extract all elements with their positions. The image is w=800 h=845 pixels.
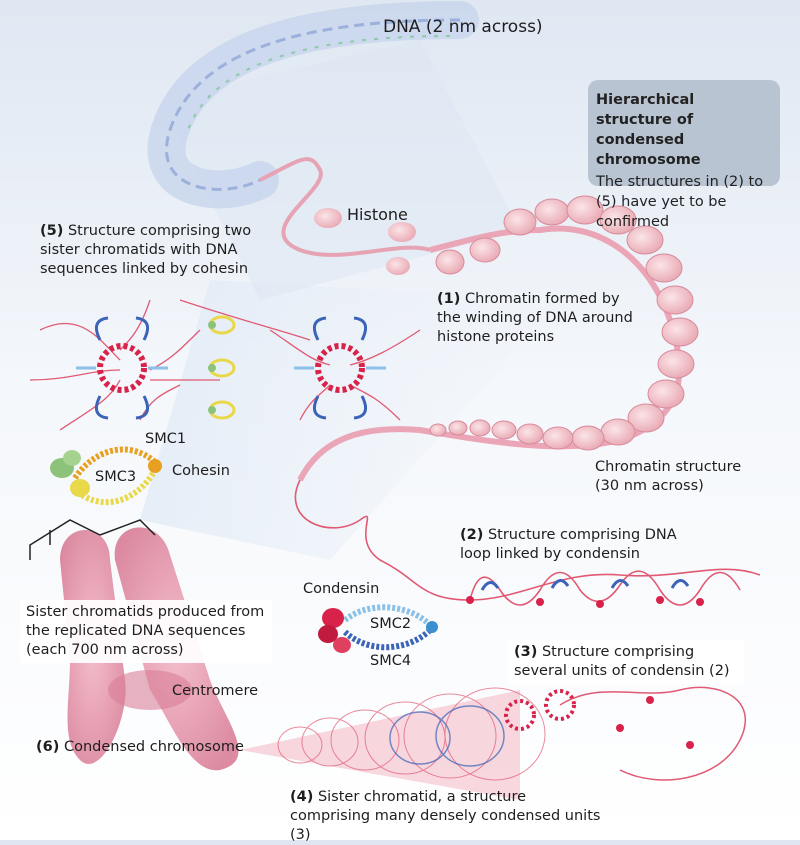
label-6: (6) Condensed chromosome (36, 738, 244, 757)
label-3-number: (3) (514, 644, 537, 660)
label-4-number: (4) (290, 789, 313, 805)
label-5-text: Structure comprising two sister chromati… (40, 223, 251, 277)
histone-label: Histone (347, 205, 408, 224)
smc3-label: SMC3 (95, 468, 136, 487)
centromere-label: Centromere (172, 682, 258, 701)
label-3: (3) Structure comprising several units o… (508, 640, 744, 684)
info-box-title: Hierarchical structure of condensed chro… (596, 90, 772, 170)
label-2: (2) Structure comprising DNA loop linked… (460, 526, 680, 564)
label-1: (1) Chromatin formed by the winding of D… (437, 290, 647, 347)
smc1-label: SMC1 (145, 430, 186, 449)
label-2-text: Structure comprising DNA loop linked by … (460, 527, 677, 562)
label-6-number: (6) (36, 739, 59, 755)
sister-chromatids-label: Sister chromatids produced from the repl… (20, 600, 272, 663)
label-4-text: Sister chromatid, a structure comprising… (290, 789, 600, 843)
smc4-label: SMC4 (370, 652, 411, 671)
info-box: Hierarchical structure of condensed chro… (588, 80, 780, 186)
condensin-loops (466, 571, 740, 608)
label-5: (5) Structure comprising two sister chro… (40, 222, 285, 279)
smc2-label: SMC2 (370, 615, 411, 634)
label-5-number: (5) (40, 223, 63, 239)
info-box-body: The structures in (2) to (5) have yet to… (596, 172, 772, 232)
label-2-number: (2) (460, 527, 483, 543)
label-4: (4) Sister chromatid, a structure compri… (290, 788, 610, 845)
label-3-text: Structure comprising several units of co… (514, 644, 730, 679)
dna-label: DNA (2 nm across) (383, 18, 543, 37)
label-6-text: Condensed chromosome (64, 739, 244, 755)
label-1-number: (1) (437, 291, 460, 307)
cohesin-label: Cohesin (172, 462, 230, 481)
chromatin-structure-label: Chromatin structure (30 nm across) (595, 458, 745, 496)
condensin-label: Condensin (303, 580, 379, 599)
condensed-chromatid (240, 687, 745, 800)
label-1-text: Chromatin formed by the winding of DNA a… (437, 291, 633, 345)
